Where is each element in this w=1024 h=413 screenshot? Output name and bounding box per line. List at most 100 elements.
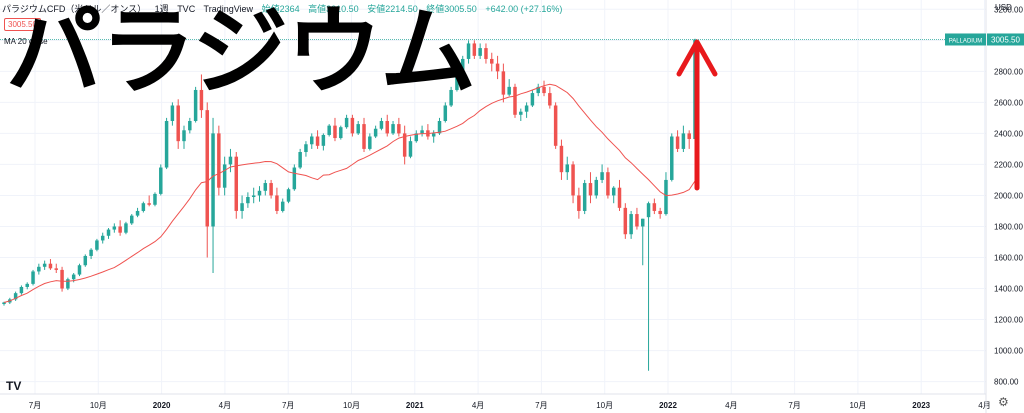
symbol-name[interactable]: パラジウムCFD（米ドル／オンス）	[2, 4, 147, 14]
publisher-label: TradingView	[203, 4, 254, 14]
candle-body	[478, 48, 482, 56]
candle-body	[327, 125, 331, 135]
candle-body	[112, 226, 117, 230]
candle-body	[298, 152, 302, 168]
gear-icon[interactable]: ⚙	[998, 395, 1009, 409]
candle-body	[414, 133, 419, 142]
candle-body	[193, 89, 198, 121]
y-tick-label: 1200.00	[994, 316, 1023, 325]
candle-body	[635, 214, 639, 227]
change-value: +642.00 (+27.16%)	[485, 4, 563, 14]
candle-body	[449, 89, 453, 106]
x-tick-label: 10月	[90, 401, 107, 410]
annotation-arrow-head	[676, 39, 718, 77]
y-tick-label: 2000.00	[994, 191, 1023, 200]
candle-body	[577, 195, 581, 211]
candle-body	[681, 133, 686, 149]
candle-body	[321, 134, 326, 146]
last-price-badge-bg	[987, 33, 1024, 46]
candle-body	[159, 167, 163, 194]
candle-body	[77, 265, 82, 275]
candle-body	[13, 293, 18, 300]
x-tick-label: 7月	[535, 401, 547, 410]
candle-body	[385, 120, 389, 134]
x-tick-label: 7月	[788, 401, 800, 410]
candle-body	[205, 110, 209, 227]
candle-body	[310, 136, 314, 145]
candle-body	[362, 124, 366, 149]
candle-body	[391, 124, 395, 134]
candle-body	[658, 210, 662, 215]
candle-body	[501, 71, 506, 95]
candle-body	[536, 86, 540, 94]
candle-body	[315, 136, 320, 146]
candle-body	[118, 226, 122, 233]
candle-body	[519, 111, 523, 115]
chart-header: パラジウムCFD（米ドル／オンス） 1週 TVC TradingView 始値2…	[2, 2, 568, 15]
x-tick-label: 7月	[29, 401, 41, 410]
candle-body	[675, 136, 680, 149]
candle-body	[373, 128, 378, 137]
candle-body	[588, 183, 593, 196]
candle-body	[275, 195, 279, 211]
high-value: 高値3010.50	[308, 4, 359, 14]
candle-body	[135, 210, 140, 216]
candle-body	[124, 223, 128, 233]
candle-body	[31, 271, 35, 284]
candle-body	[106, 229, 111, 236]
y-tick-label: 2200.00	[994, 160, 1023, 169]
x-tick-label: 2021	[406, 401, 424, 410]
candle-body	[217, 133, 221, 188]
candle-body	[66, 279, 70, 289]
x-tick-label: 4月	[725, 401, 737, 410]
x-tick-label: 10月	[343, 401, 360, 410]
currency-label[interactable]: USD	[995, 3, 1012, 12]
candle-body	[153, 193, 157, 205]
candle-body	[339, 127, 343, 139]
candle-body	[490, 58, 494, 64]
candle-body	[571, 164, 575, 196]
candle-body	[304, 144, 308, 153]
ma20-line	[3, 83, 696, 303]
candle-body	[71, 274, 76, 280]
candle-body	[263, 183, 268, 191]
candle-body	[356, 124, 360, 134]
candle-body	[251, 195, 256, 197]
last-price-badge: 3005.50	[991, 35, 1020, 44]
y-tick-label: 3200.00	[994, 5, 1023, 14]
open-value: 始値2364	[261, 4, 300, 14]
ma-indicator-label[interactable]: MA 20 close	[4, 37, 48, 46]
candle-body	[60, 269, 64, 289]
interval-label[interactable]: 1週	[154, 4, 169, 14]
candle-body	[431, 133, 436, 137]
candle-body	[670, 136, 674, 180]
candle-body	[548, 93, 552, 106]
candle-body	[646, 203, 651, 218]
candle-body	[286, 189, 291, 202]
candle-body	[333, 125, 337, 139]
y-tick-label: 1800.00	[994, 222, 1023, 231]
candle-body	[234, 156, 239, 211]
candle-body	[640, 218, 645, 227]
candle-body	[484, 48, 488, 59]
candle-body	[553, 105, 558, 146]
x-tick-label: 7月	[282, 401, 294, 410]
candle-body	[350, 117, 355, 134]
candle-body	[606, 172, 610, 196]
candle-body	[292, 167, 297, 190]
candle-body	[95, 240, 99, 250]
overlay-title: パラジウム	[6, 0, 476, 108]
candle-body	[472, 43, 477, 56]
candle-body	[54, 268, 59, 270]
candle-body	[130, 215, 134, 224]
tradingview-logo: TV	[6, 379, 22, 393]
y-tick-label: 1000.00	[994, 347, 1023, 356]
candle-body	[402, 133, 407, 157]
candle-body	[141, 203, 146, 211]
source-label: TVC	[177, 4, 196, 14]
x-tick-label: 2022	[659, 401, 677, 410]
candle-body	[240, 203, 244, 211]
symbol-tag-bg	[945, 33, 986, 46]
candle-body	[199, 89, 204, 111]
